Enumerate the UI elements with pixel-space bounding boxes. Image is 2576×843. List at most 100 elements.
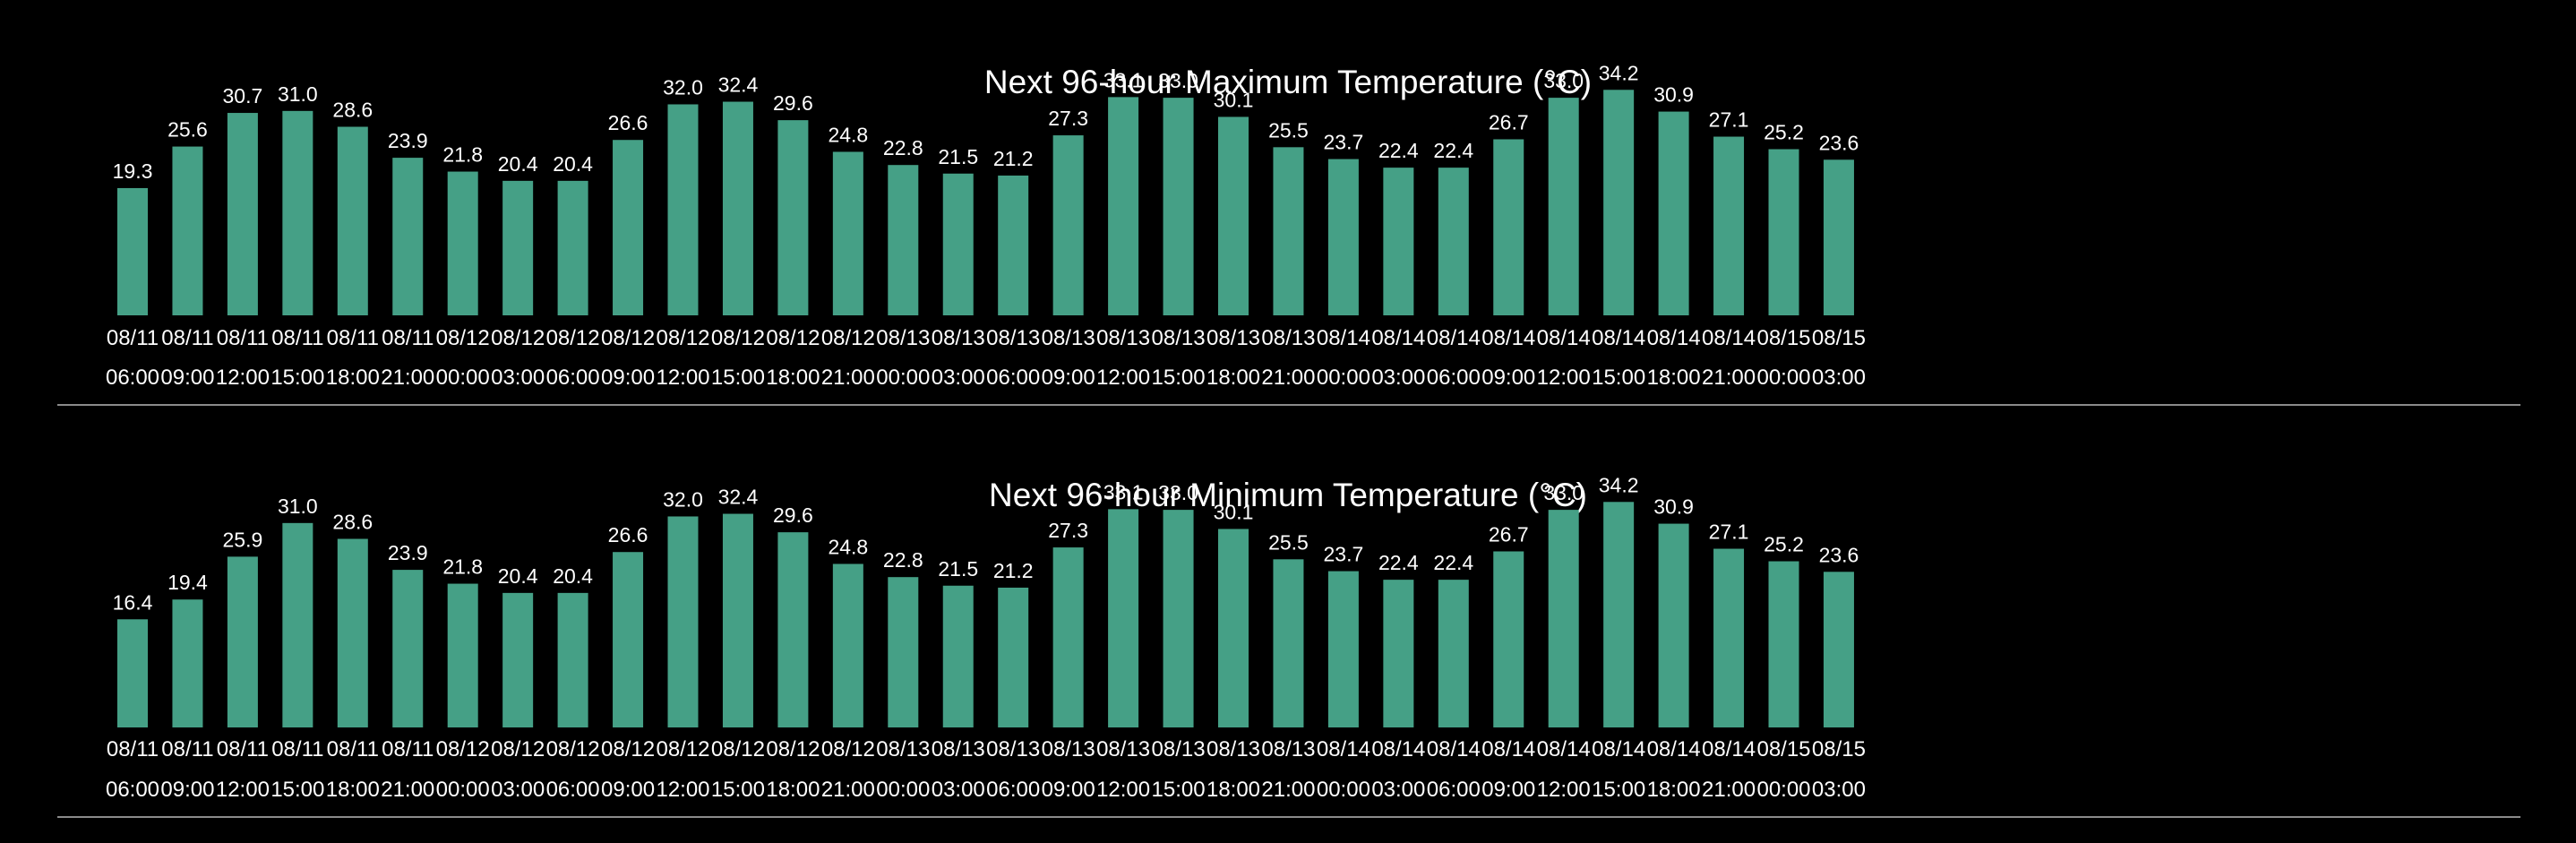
bar — [1383, 168, 1414, 315]
data-label: 24.8 — [828, 535, 868, 558]
tick-label-date: 08/12 — [546, 737, 600, 761]
data-label: 22.8 — [883, 548, 923, 572]
tick-label-time: 06:00 — [546, 366, 600, 390]
tick-label-time: 03:00 — [1812, 366, 1866, 390]
bar — [998, 175, 1029, 315]
tick-label-time: 00:00 — [1317, 778, 1370, 802]
tick-label-date: 08/12 — [711, 326, 765, 350]
data-label: 28.6 — [332, 511, 373, 534]
data-label: 33.1 — [1103, 68, 1144, 91]
tick-label-date: 08/14 — [1647, 737, 1701, 761]
tick-label-date: 08/12 — [821, 326, 875, 350]
bar — [557, 592, 588, 727]
tick-label-time: 12:00 — [656, 778, 709, 802]
tick-label-time: 21:00 — [1702, 366, 1756, 390]
tick-label-time: 21:00 — [1702, 778, 1756, 802]
tick-label-date: 08/12 — [491, 737, 545, 761]
tick-label-time: 21:00 — [381, 366, 434, 390]
tick-label-date: 08/13 — [932, 737, 985, 761]
tick-label-date: 08/12 — [766, 737, 820, 761]
tick-label-date: 08/13 — [1206, 737, 1260, 761]
bar — [1052, 135, 1084, 315]
bar — [227, 113, 258, 315]
tick-label-date: 08/12 — [656, 326, 709, 350]
data-label: 31.0 — [278, 82, 318, 106]
tick-label-time: 00:00 — [436, 366, 490, 390]
data-label: 27.1 — [1709, 108, 1749, 132]
tick-label-time: 03:00 — [491, 366, 545, 390]
data-label: 21.5 — [938, 557, 978, 581]
tick-label-date: 08/13 — [932, 326, 985, 350]
data-label: 20.4 — [498, 152, 538, 176]
tick-label-date: 08/11 — [382, 326, 434, 350]
data-label: 26.7 — [1489, 522, 1529, 546]
bar — [447, 583, 478, 727]
tick-label-time: 06:00 — [1427, 778, 1481, 802]
tick-label-date: 08/14 — [1647, 326, 1701, 350]
tick-label-time: 00:00 — [436, 778, 490, 802]
data-label: 30.9 — [1653, 83, 1694, 107]
tick-label-time: 09:00 — [601, 366, 655, 390]
bar — [1823, 159, 1854, 315]
data-label: 20.4 — [553, 564, 593, 588]
tick-label-time: 12:00 — [216, 778, 270, 802]
bar — [1273, 147, 1304, 315]
tick-label-date: 08/11 — [327, 737, 379, 761]
data-label: 23.7 — [1324, 131, 1364, 154]
bar — [1493, 139, 1524, 315]
bar — [392, 570, 424, 727]
tick-label-time: 15:00 — [1152, 366, 1206, 390]
tick-label-time: 21:00 — [1261, 366, 1315, 390]
tick-label-time: 00:00 — [876, 778, 930, 802]
bar — [777, 532, 809, 727]
data-label: 25.6 — [167, 118, 208, 142]
data-label: 27.1 — [1709, 520, 1749, 544]
data-label: 21.5 — [938, 145, 978, 168]
tick-label-time: 06:00 — [986, 366, 1040, 390]
data-label: 26.6 — [608, 523, 648, 546]
chart-title: Next 96-hour Maximum Temperature (°C) — [984, 64, 1592, 100]
tick-label-time: 18:00 — [766, 778, 820, 802]
data-label: 28.6 — [332, 99, 373, 122]
tick-label-date: 08/12 — [711, 737, 765, 761]
bar — [613, 140, 644, 315]
bar — [1603, 90, 1635, 315]
bar — [1108, 97, 1139, 315]
tick-label-date: 08/15 — [1812, 326, 1866, 350]
tick-label-date: 08/14 — [1592, 737, 1645, 761]
data-label: 34.2 — [1599, 61, 1639, 84]
tick-label-date: 08/14 — [1537, 326, 1591, 350]
bar — [282, 110, 313, 315]
tick-label-date: 08/11 — [217, 737, 269, 761]
tick-label-time: 03:00 — [932, 366, 985, 390]
data-label: 33.0 — [1543, 481, 1584, 504]
tick-label-date: 08/13 — [1261, 737, 1315, 761]
bar — [667, 516, 699, 727]
bar — [282, 522, 313, 727]
tick-label-date: 08/13 — [1042, 326, 1095, 350]
tick-label-date: 08/11 — [271, 737, 323, 761]
data-label: 29.6 — [773, 91, 813, 115]
tick-label-time: 03:00 — [1812, 778, 1866, 802]
tick-label-date: 08/13 — [876, 737, 930, 761]
data-label: 22.4 — [1433, 551, 1473, 574]
tick-label-date: 08/12 — [766, 326, 820, 350]
bar — [1713, 136, 1745, 315]
data-label: 26.7 — [1489, 110, 1529, 133]
data-label: 22.4 — [1433, 139, 1473, 162]
bar — [502, 592, 534, 727]
tick-label-date: 08/14 — [1371, 737, 1425, 761]
tick-label-time: 15:00 — [1152, 778, 1206, 802]
bar — [667, 104, 699, 315]
bar — [777, 120, 809, 315]
data-label: 31.0 — [278, 495, 318, 518]
tick-label-date: 08/13 — [1042, 737, 1095, 761]
tick-label-date: 08/13 — [876, 326, 930, 350]
tick-label-time: 00:00 — [876, 366, 930, 390]
chart-title: Next 96-hour Minimum Temperature (°C) — [989, 477, 1587, 513]
tick-label-date: 08/11 — [382, 737, 434, 761]
data-label: 34.2 — [1599, 473, 1639, 496]
tick-label-time: 09:00 — [160, 366, 214, 390]
tick-label-time: 21:00 — [821, 778, 875, 802]
